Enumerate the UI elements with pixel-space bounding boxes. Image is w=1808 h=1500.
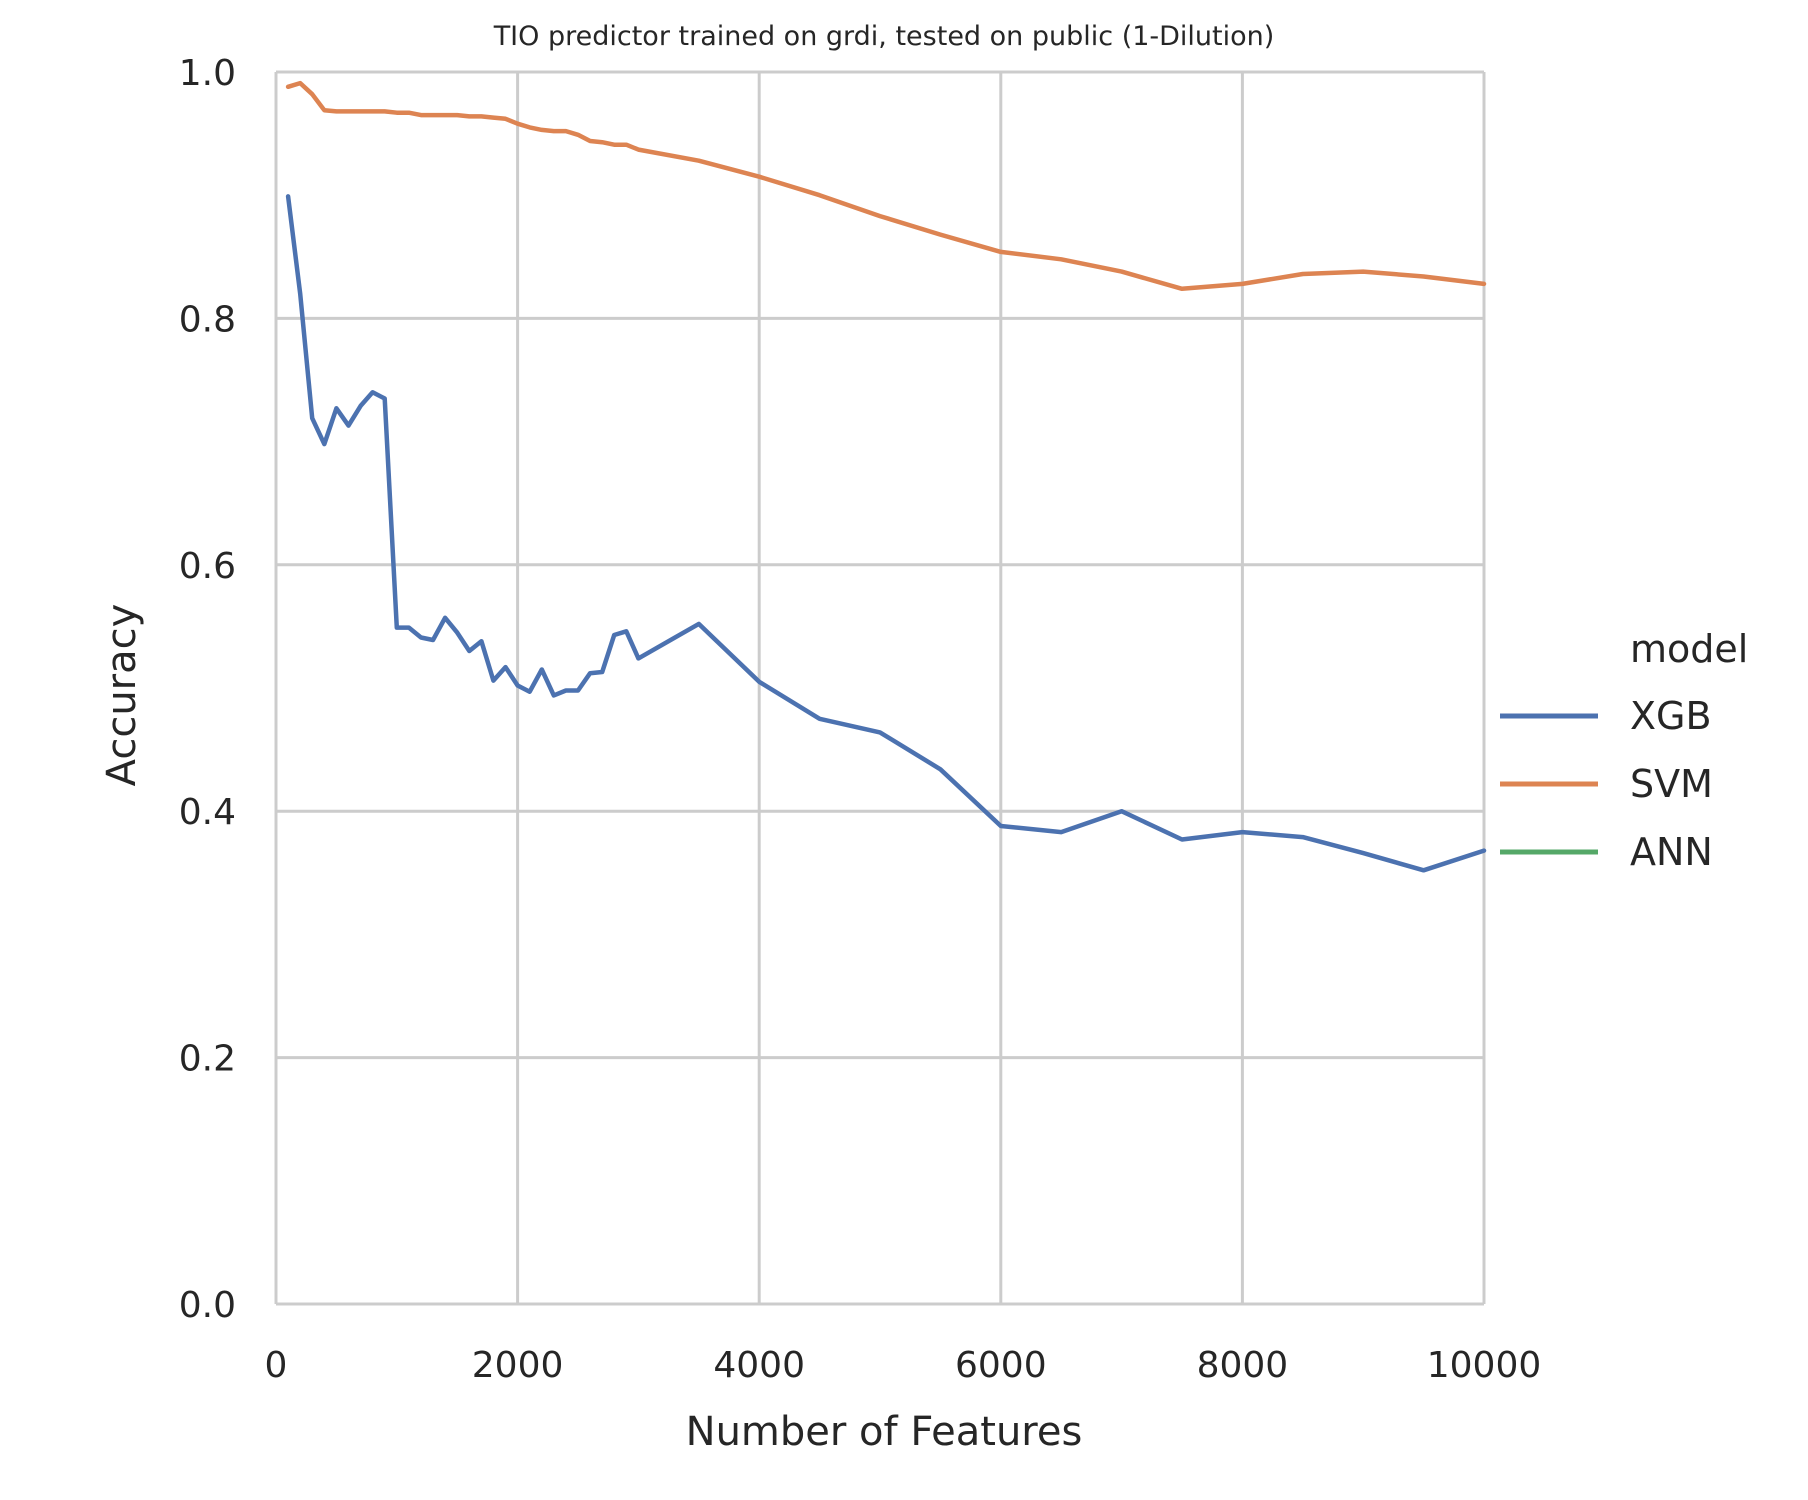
- x-tick-label: 8000: [1197, 1345, 1289, 1386]
- y-axis-label: Accuracy: [99, 604, 145, 787]
- y-tick-label: 0.2: [179, 1039, 236, 1080]
- y-tick-label: 0.8: [179, 299, 236, 340]
- tick-labels: 0 2000 4000 6000 8000 10000 0.0 0.2 0.4 0.6 0.8 1.0: [179, 53, 1542, 1386]
- legend: model XGB SVM ANN: [1500, 627, 1748, 874]
- series-layer: [285, 80, 1487, 873]
- y-tick-label: 1.0: [179, 53, 236, 94]
- x-tick-label: 0: [265, 1345, 288, 1386]
- y-tick-label: 0.0: [179, 1285, 236, 1326]
- series-line-svm: [285, 80, 1487, 292]
- x-tick-label: 6000: [955, 1345, 1047, 1386]
- legend-label-xgb: XGB: [1630, 694, 1712, 738]
- series-line-xgb: [285, 194, 1487, 873]
- x-tick-label: 10000: [1427, 1345, 1542, 1386]
- axes-frame: [274, 72, 1484, 1306]
- grid: [274, 70, 1486, 1306]
- x-axis-label: Number of Features: [686, 1409, 1083, 1455]
- legend-title: model: [1630, 627, 1748, 671]
- y-tick-label: 0.6: [179, 546, 236, 587]
- chart-title: TIO predictor trained on grdi, tested on…: [493, 21, 1275, 52]
- y-tick-label: 0.4: [179, 792, 236, 833]
- x-tick-label: 4000: [713, 1345, 805, 1386]
- legend-label-ann: ANN: [1630, 830, 1713, 874]
- x-tick-label: 2000: [472, 1345, 564, 1386]
- legend-label-svm: SVM: [1630, 762, 1713, 806]
